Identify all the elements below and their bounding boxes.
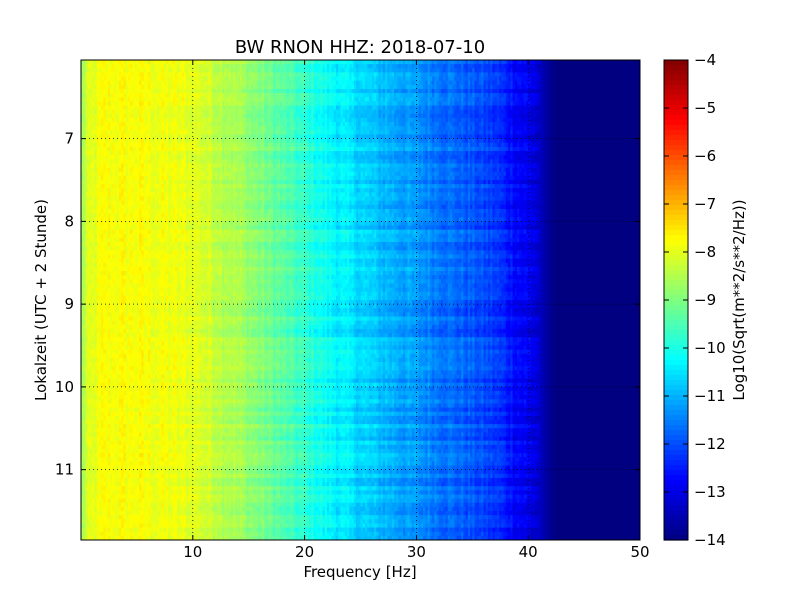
spectrogram-chart: BW RNON HHZ: 2018-07-10 10 20 30 40 50 78910…: [0, 0, 800, 600]
heatmap-cells: [81, 60, 641, 541]
chart-title: BW RNON HHZ: 2018-07-10: [235, 37, 485, 58]
